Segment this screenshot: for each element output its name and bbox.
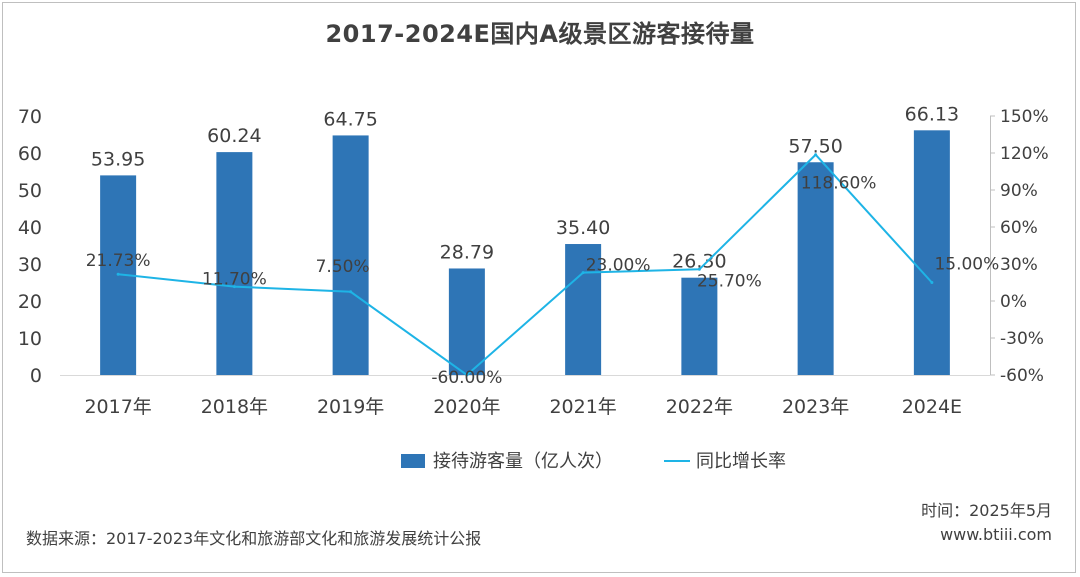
right-tick-label: 30% [1000,255,1038,275]
line-series [116,153,934,377]
bar-series [100,130,950,375]
line-point [697,267,701,271]
left-tick-label: 20 [18,291,42,313]
line-point [232,285,236,289]
legend-bar-label: 接待游客量（亿人次） [433,451,613,472]
source-note: 数据来源：2017-2023年文化和旅游部文化和旅游发展统计公报 [26,529,482,548]
line-value-labels: 21.73% 11.70% 7.50% -60.00% 23.00% 25.70% 118.… [86,174,1000,388]
left-tick-label: 50 [18,180,42,202]
bar-value-label: 60.24 [207,125,261,147]
right-tick-label: 0% [1000,292,1027,312]
line-point [349,290,353,294]
right-tick-label: 120% [1000,144,1049,164]
left-tick-label: 30 [18,254,42,276]
right-tick-label: -60% [1000,366,1044,386]
bar [797,162,834,375]
bar-value-label: 28.79 [440,241,494,263]
line-value-label: 23.00% [586,256,651,276]
left-tick-label: 70 [18,106,42,128]
bar [332,135,369,375]
left-y-axis: 0 10 20 30 40 50 60 70 [18,106,990,387]
line-value-label: 21.73% [86,251,151,271]
x-tick-label: 2022年 [666,396,733,418]
bar [448,268,485,375]
bar-value-label: 35.40 [556,217,610,239]
x-tick-label: 2021年 [549,396,616,418]
legend-bar-swatch [401,454,425,468]
growth-line [118,153,933,377]
line-value-label: 25.70% [697,271,762,291]
line-value-label: -60.00% [431,368,502,388]
left-tick-label: 60 [18,143,42,165]
right-y-axis: -60% -30% 0% 30% 60% 90% 120% 150% [990,107,1049,386]
bar-value-label: 57.50 [788,135,842,157]
right-tick-label: 150% [1000,107,1049,127]
chart-title: 2017-2024E国内A级景区游客接待量 [325,20,755,48]
x-tick-label: 2018年 [201,396,268,418]
line-value-label: 118.60% [801,174,877,194]
line-point [465,373,469,377]
line-point [814,153,818,157]
bar-value-label: 66.13 [905,103,959,125]
right-tick-label: -30% [1000,329,1044,349]
left-tick-label: 40 [18,217,42,239]
legend: 接待游客量（亿人次） 同比增长率 [401,451,786,472]
bar [913,130,950,375]
line-value-label: 15.00% [934,255,999,275]
bar [565,244,602,375]
bar-value-label: 53.95 [91,148,145,170]
x-tick-label: 2023年 [782,396,849,418]
bar [681,277,718,375]
left-tick-label: 0 [30,365,42,387]
right-tick-label: 90% [1000,181,1038,201]
line-point [116,272,120,276]
line-point [581,271,585,275]
time-note: 时间：2025年5月 [921,501,1052,520]
website-note: www.btiii.com [940,525,1052,544]
line-value-label: 11.70% [202,270,267,290]
x-axis-labels: 2017年 2018年 2019年 2020年 2021年 2022年 2023年 2024E [84,396,962,418]
bar [216,152,253,375]
line-value-label: 7.50% [316,257,370,277]
x-tick-label: 2020年 [433,396,500,418]
bar-value-label: 64.75 [323,108,377,130]
x-tick-label: 2017年 [84,396,151,418]
legend-line-label: 同比增长率 [696,451,786,472]
x-tick-label: 2024E [902,396,962,418]
line-point [930,281,934,284]
left-tick-label: 10 [18,328,42,350]
right-tick-label: 60% [1000,218,1038,238]
x-tick-label: 2019年 [317,396,384,418]
